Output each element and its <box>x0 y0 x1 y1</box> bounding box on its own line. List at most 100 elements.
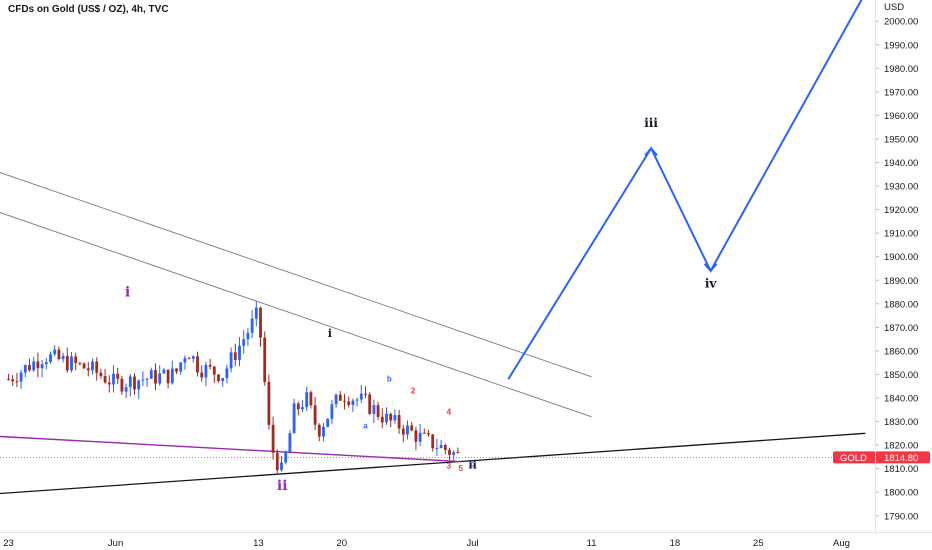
candle-body <box>414 430 418 442</box>
candle-body <box>427 433 430 435</box>
candle-body <box>263 337 267 383</box>
candle-body <box>431 434 435 449</box>
minor-wave-label: 3 <box>447 462 452 471</box>
candle-body <box>196 356 199 373</box>
minor-wave-label: c <box>470 459 475 468</box>
price-axis[interactable] <box>875 0 932 532</box>
candle-body <box>133 376 136 390</box>
candle-body <box>65 356 69 371</box>
candle-body <box>57 349 61 360</box>
candle-body <box>296 403 300 410</box>
y-tick-label: 1890.00 <box>884 276 918 287</box>
x-tick-label: 20 <box>336 538 347 549</box>
y-tick-label: 1990.00 <box>884 40 918 51</box>
y-tick-label: 1840.00 <box>884 394 918 405</box>
x-tick-label: 13 <box>253 538 264 549</box>
candle-body <box>19 372 23 382</box>
candle-body <box>137 380 141 390</box>
time-axis[interactable] <box>0 532 932 550</box>
minor-wave-label: 2 <box>411 386 416 395</box>
forecast-arrow-iii <box>644 146 658 157</box>
candle-body <box>61 356 65 360</box>
y-tick-label: 1880.00 <box>884 299 918 310</box>
y-tick-label: 1930.00 <box>884 182 918 193</box>
candles-layer <box>0 301 875 475</box>
candle-body <box>275 452 279 471</box>
candle-body <box>107 382 111 385</box>
candle-body <box>368 394 372 414</box>
y-tick-label: 1870.00 <box>884 323 918 334</box>
x-tick-label: Aug <box>833 538 850 549</box>
candle-body <box>200 372 204 378</box>
y-tick-label: 1830.00 <box>884 417 918 428</box>
candle-body <box>11 379 15 382</box>
candle-body <box>397 415 401 429</box>
x-tick-label: 11 <box>587 538 597 549</box>
candle-body <box>229 352 233 369</box>
candle-body <box>406 425 409 435</box>
candle-body <box>128 376 132 388</box>
candle-body <box>343 400 346 402</box>
minor-wave-label: 4 <box>447 407 452 416</box>
wave-label: i <box>328 327 332 340</box>
candle-body <box>305 392 309 408</box>
candle-body <box>380 416 384 423</box>
minor-wave-label: b <box>387 375 392 384</box>
candle-body <box>183 358 187 363</box>
candle-body <box>162 369 166 374</box>
candle-body <box>410 425 414 431</box>
candle-body <box>120 378 124 392</box>
forecast-arrow-iv <box>703 263 718 273</box>
trend-line-channel <box>0 212 592 418</box>
candle-body <box>154 370 157 384</box>
candle-body <box>82 363 86 369</box>
candle-body <box>435 447 439 449</box>
candle-body <box>78 363 82 365</box>
candle-body <box>95 361 99 373</box>
candle-body <box>158 373 162 384</box>
x-tick-label: Jul <box>467 538 479 549</box>
candle-body <box>385 413 388 423</box>
y-tick-label: 1970.00 <box>884 87 918 98</box>
candle-body <box>372 405 376 414</box>
x-tick-label: 18 <box>670 538 681 549</box>
candle-body <box>32 361 36 371</box>
y-tick-label: 1860.00 <box>884 346 918 357</box>
candle-body <box>301 407 304 410</box>
y-tick-label: 2000.00 <box>884 17 918 28</box>
candle-body <box>53 349 57 355</box>
candle-body <box>338 394 342 401</box>
candle-body <box>86 368 90 371</box>
candle-body <box>271 424 275 453</box>
candle-body <box>326 418 330 427</box>
candle-body <box>221 378 225 382</box>
candle-body <box>170 368 174 384</box>
chart-title: CFDs on Gold (US$ / OZ), 4h, TVC <box>8 4 169 15</box>
candle-body <box>364 393 367 395</box>
candle-body <box>49 354 52 363</box>
candle-body <box>376 405 380 417</box>
y-tick-label: 1960.00 <box>884 111 918 122</box>
candle-body <box>233 352 237 360</box>
x-tick-label: 25 <box>753 538 764 549</box>
candle-body <box>212 366 216 375</box>
candle-body <box>15 381 19 383</box>
candle-body <box>124 387 128 392</box>
candle-body <box>149 370 153 379</box>
candle-body <box>393 415 397 421</box>
y-tick-label: 1800.00 <box>884 488 918 499</box>
y-tick-label: 1950.00 <box>884 134 918 145</box>
y-tick-label: 1980.00 <box>884 64 918 75</box>
candle-body <box>355 399 359 401</box>
y-tick-label: 1810.00 <box>884 464 918 475</box>
candle-body <box>179 362 183 372</box>
candle-body <box>187 358 191 360</box>
y-tick-label: 1900.00 <box>884 252 918 263</box>
candle-body <box>259 307 262 338</box>
x-tick-label: Jun <box>108 538 123 549</box>
candle-body <box>309 392 313 406</box>
candle-body <box>99 372 103 377</box>
